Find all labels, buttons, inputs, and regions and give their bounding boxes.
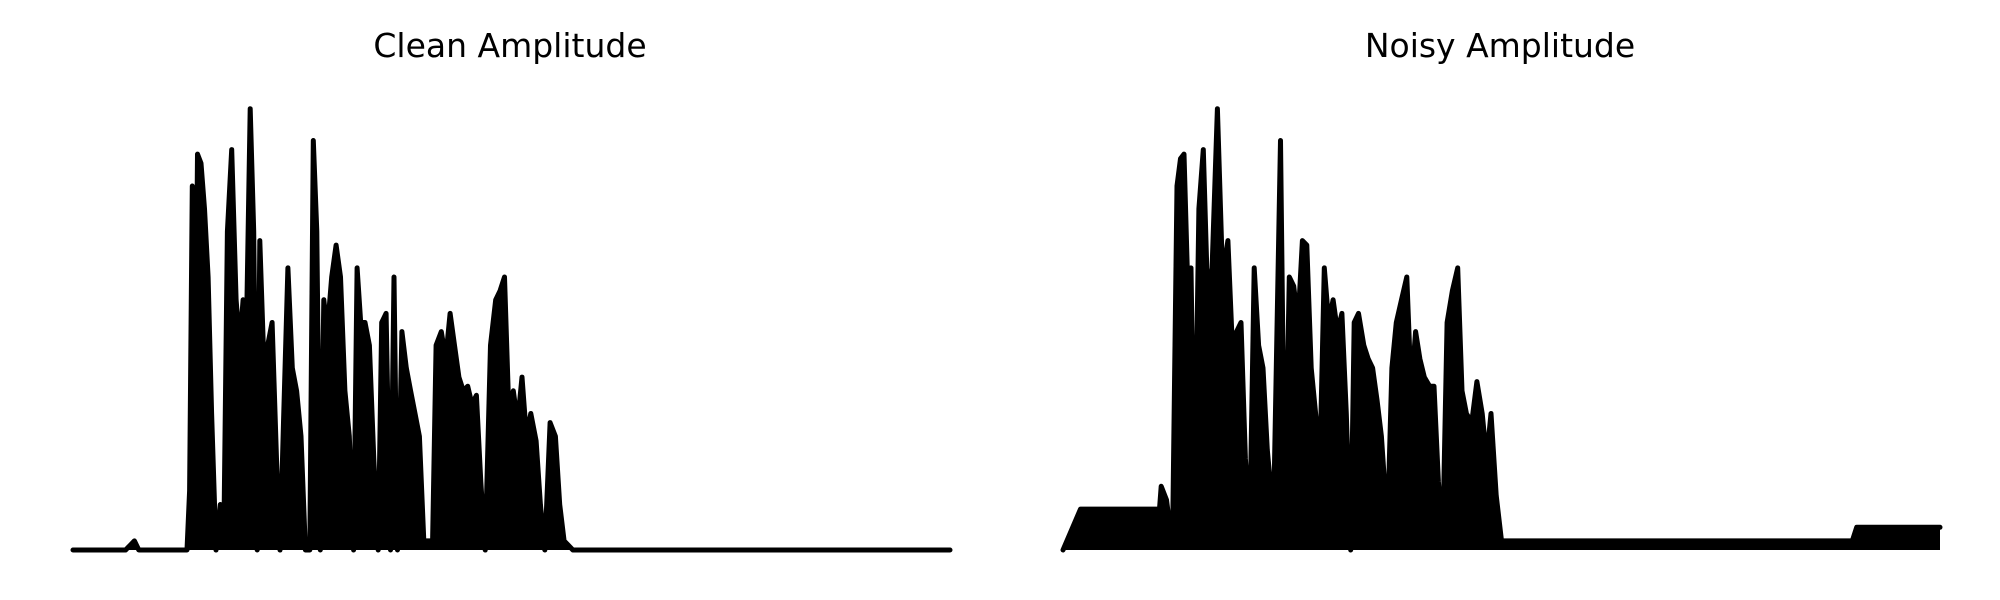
clean-amplitude-panel: Clean Amplitude [70,26,953,553]
clean-amplitude-envelope-fill [73,108,950,550]
noisy-amplitude-panel: Noisy Amplitude [1060,26,1943,553]
clean-amplitude-title: Clean Amplitude [373,26,646,65]
clean-amplitude-waveform-line [70,106,953,553]
noisy-amplitude-waveform-line [1060,106,1943,553]
noisy-amplitude-title: Noisy Amplitude [1365,26,1635,65]
